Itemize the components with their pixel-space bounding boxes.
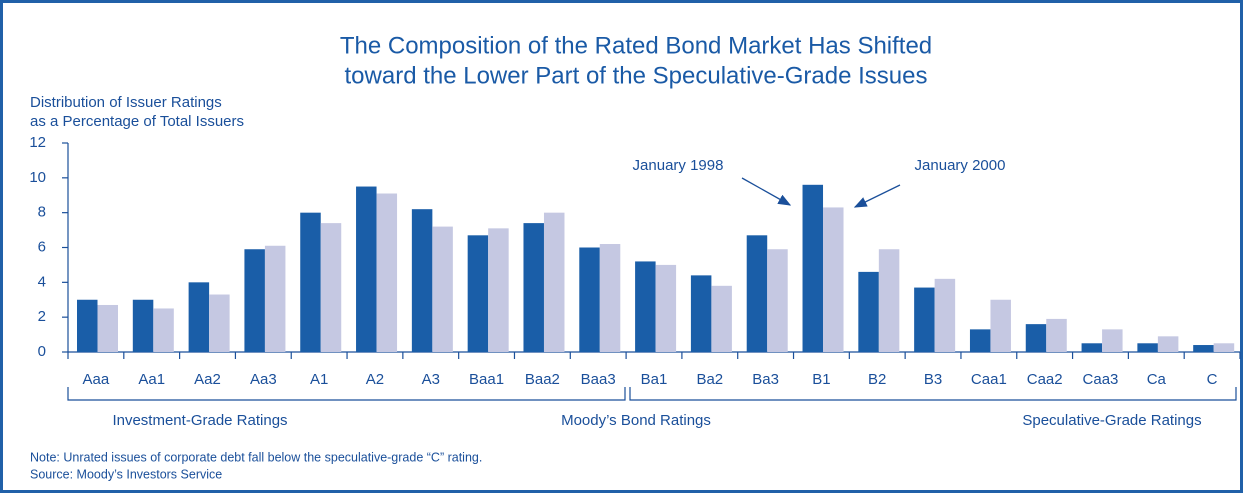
- bar: [376, 193, 398, 352]
- x-tick-label: Baa3: [581, 371, 616, 388]
- x-tick-label: Ba3: [752, 371, 779, 388]
- bar: [1137, 343, 1158, 352]
- x-tick-label: Caa2: [1027, 371, 1063, 388]
- x-tick-label: Aa3: [250, 371, 277, 388]
- bar: [411, 209, 433, 352]
- x-tick-label: A3: [422, 371, 440, 388]
- bar: [188, 282, 210, 352]
- bar: [579, 247, 600, 352]
- bar: [802, 184, 824, 352]
- x-tick-label: Caa3: [1083, 371, 1119, 388]
- bar: [153, 308, 174, 352]
- bar: [209, 294, 230, 352]
- bar: [356, 186, 377, 352]
- bar: [655, 264, 677, 352]
- bar: [300, 212, 321, 352]
- x-tick-label: B3: [924, 371, 942, 388]
- y-tick-label: 0: [38, 343, 46, 360]
- bar: [1046, 318, 1067, 352]
- bar: [264, 245, 286, 352]
- y-tick-label: 4: [38, 273, 46, 290]
- x-tick-label: Aa1: [138, 371, 165, 388]
- bar: [823, 207, 844, 352]
- bar: [77, 299, 98, 352]
- bar: [969, 329, 991, 352]
- bar: [1102, 329, 1123, 352]
- x-tick-label: B2: [868, 371, 886, 388]
- bar: [934, 278, 956, 352]
- bar: [1193, 345, 1214, 352]
- group-label: Speculative-Grade Ratings: [1022, 412, 1201, 429]
- note: Source: Moody’s Investors Service: [30, 467, 222, 481]
- x-tick-label: Aaa: [83, 371, 110, 388]
- annotation-arrow: [741, 177, 792, 206]
- y-axis-label: as a Percentage of Total Issuers: [30, 113, 244, 130]
- bar: [523, 223, 544, 352]
- x-tick-label: Aa2: [194, 371, 221, 388]
- bar: [132, 299, 154, 352]
- bar: [1081, 343, 1103, 352]
- bar: [244, 249, 265, 352]
- x-tick-label: Baa1: [469, 371, 504, 388]
- bar: [1157, 336, 1179, 352]
- x-tick-label: Baa2: [525, 371, 560, 388]
- bar: [858, 271, 879, 352]
- y-tick-label: 6: [38, 238, 46, 255]
- series-annotation: January 2000: [915, 157, 1006, 174]
- x-tick-label: Ba2: [696, 371, 723, 388]
- y-tick-label: 10: [29, 169, 46, 186]
- bar: [990, 299, 1011, 352]
- x-tick-label: C: [1207, 371, 1218, 388]
- bar: [690, 275, 712, 352]
- bar: [746, 235, 768, 352]
- group-label: Investment-Grade Ratings: [112, 412, 287, 429]
- bar: [711, 285, 732, 352]
- x-tick-label: Ca: [1147, 371, 1167, 388]
- bar: [320, 223, 342, 352]
- bar: [1025, 324, 1047, 352]
- bar: [767, 249, 788, 352]
- bar: [878, 249, 900, 352]
- x-tick-label: A2: [366, 371, 384, 388]
- x-tick-label: Ba1: [641, 371, 668, 388]
- series-annotation: January 1998: [633, 157, 724, 174]
- x-tick-label: Caa1: [971, 371, 1007, 388]
- chart-title: The Composition of the Rated Bond Market…: [340, 32, 932, 59]
- bar: [635, 261, 656, 352]
- y-tick-label: 12: [29, 134, 46, 151]
- bar: [914, 287, 935, 352]
- y-tick-label: 2: [38, 308, 46, 325]
- x-tick-label: A1: [310, 371, 328, 388]
- annotation-arrow: [853, 184, 901, 208]
- chart-title: toward the Lower Part of the Speculative…: [345, 62, 928, 89]
- y-tick-label: 8: [38, 204, 46, 221]
- group-bracket: [67, 387, 1237, 401]
- bar: [488, 228, 509, 352]
- x-tick-label: B1: [812, 371, 830, 388]
- bar: [599, 244, 621, 352]
- bar: [543, 212, 565, 352]
- group-label: Moody’s Bond Ratings: [561, 412, 711, 429]
- bar: [97, 304, 118, 352]
- bar: [432, 226, 453, 352]
- y-axis-label: Distribution of Issuer Ratings: [30, 94, 222, 111]
- bar: [467, 235, 489, 352]
- note: Note: Unrated issues of corporate debt f…: [30, 450, 482, 464]
- bar: [1213, 343, 1235, 352]
